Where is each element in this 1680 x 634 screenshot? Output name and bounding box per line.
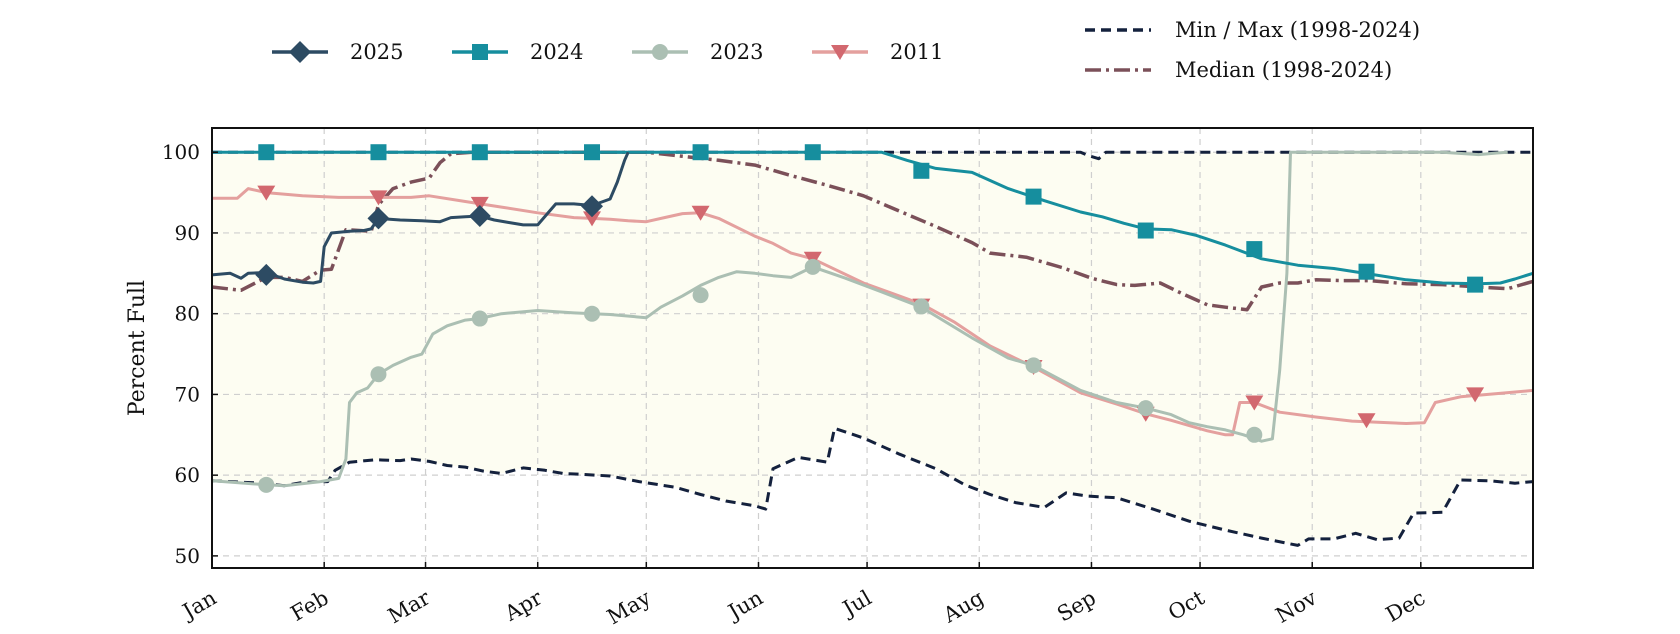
marker-2024 — [1467, 276, 1484, 293]
legend-label: Median (1998-2024) — [1175, 58, 1392, 82]
y-tick-label: 100 — [162, 140, 200, 164]
marker-2023 — [913, 298, 930, 315]
series-line-median — [211, 150, 1534, 312]
legend-item-2025: 2025 — [272, 40, 403, 64]
marker-2023 — [1137, 400, 1154, 417]
marker-2025 — [581, 195, 604, 218]
series-line-2024 — [212, 150, 1534, 286]
marker-2024 — [258, 144, 275, 161]
x-tick-label: May — [603, 585, 655, 629]
marker-2024 — [1137, 222, 1154, 239]
legend-label: 2025 — [350, 40, 403, 64]
y-tick-label: 70 — [175, 382, 200, 406]
legend-label: 2024 — [530, 40, 583, 64]
marker-2011 — [369, 190, 388, 206]
marker-2024 — [471, 144, 488, 161]
x-tick-label: Dec — [1382, 586, 1430, 627]
marker-2024 — [584, 144, 601, 161]
marker-2024 — [913, 162, 930, 179]
legend-label: Min / Max (1998-2024) — [1175, 18, 1420, 42]
legend-label: 2023 — [710, 40, 763, 64]
series-line-2011 — [212, 187, 1534, 437]
x-tick-label: Aug — [938, 586, 987, 628]
marker-2023 — [1025, 357, 1042, 374]
legend-item-2011: 2011 — [812, 40, 943, 64]
y-axis-label: Percent Full — [125, 280, 150, 416]
x-tick-label: Jan — [177, 586, 221, 625]
marker-2025 — [468, 205, 491, 227]
x-tick-label: Jul — [837, 585, 876, 621]
marker-2024 — [692, 144, 709, 161]
y-tick-label: 80 — [175, 302, 200, 326]
legend-swatch-marker — [472, 44, 488, 60]
marker-2024 — [1025, 188, 1042, 205]
marker-2024 — [1358, 263, 1375, 280]
marker-2025 — [255, 263, 278, 286]
marker-2011 — [1466, 387, 1485, 403]
plot-area: 50 60 70 80 90 100 Jan Feb Mar Apr May Jun Jul Aug Sep… — [125, 127, 1534, 629]
legend-item-2024: 2024 — [452, 40, 583, 64]
x-tick-label: Oct — [1164, 585, 1209, 625]
legend-swatch-marker — [289, 41, 311, 63]
marker-2023 — [692, 287, 709, 304]
marker-2023 — [804, 258, 821, 275]
marker-2011 — [691, 205, 710, 221]
marker-2024 — [370, 144, 387, 161]
marker-2023 — [1246, 426, 1263, 443]
marker-2023 — [584, 305, 601, 322]
y-tick-label: 60 — [175, 463, 200, 487]
x-tick-label: Nov — [1272, 585, 1321, 627]
axes-frame — [211, 127, 1534, 569]
min-max-band — [212, 152, 1533, 546]
series-line-2025 — [211, 151, 630, 285]
y-tick-label: 50 — [175, 544, 200, 568]
x-tick-label: Jun — [723, 586, 767, 626]
x-tick-label: Sep — [1053, 586, 1100, 627]
legend-item-2023: 2023 — [632, 40, 763, 64]
x-tick-label: Feb — [287, 586, 333, 626]
marker-2011 — [583, 211, 602, 227]
series-line-min — [211, 426, 1534, 547]
legend-label: 2011 — [890, 40, 943, 64]
marker-2023 — [471, 310, 488, 327]
marker-2023 — [258, 476, 275, 493]
marker-2011 — [1357, 413, 1376, 429]
marker-2024 — [804, 144, 821, 161]
x-tick-label: Apr — [500, 585, 547, 626]
legend-item-median: Median (1998-2024) — [1085, 58, 1392, 82]
marker-2011 — [1245, 395, 1264, 411]
legend: 2025 2024 2023 2011 Min / Max (1998-2024) Med… — [272, 18, 1420, 82]
legend-swatch-marker — [831, 45, 849, 60]
marker-2011 — [470, 196, 489, 212]
series-line-max — [212, 150, 1533, 161]
marker-2025 — [367, 207, 390, 230]
marker-2024 — [1246, 241, 1263, 258]
x-tick-label: Mar — [384, 585, 435, 628]
legend-swatch-marker — [652, 44, 668, 60]
marker-2011 — [257, 185, 276, 201]
y-tick-label: 90 — [175, 221, 200, 245]
marker-2023 — [370, 366, 387, 383]
legend-item-minmax: Min / Max (1998-2024) — [1085, 18, 1420, 42]
